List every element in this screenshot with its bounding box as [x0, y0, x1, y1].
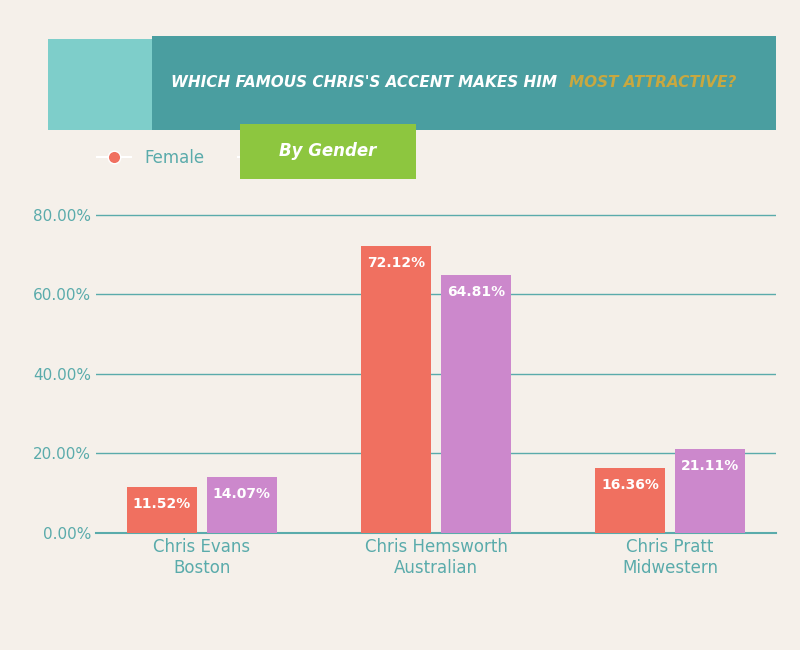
- Legend: Female, Male: Female, Male: [90, 142, 330, 174]
- Text: WHICH FAMOUS CHRIS'S ACCENT MAKES HIM: WHICH FAMOUS CHRIS'S ACCENT MAKES HIM: [170, 75, 562, 90]
- Text: By Gender: By Gender: [279, 142, 377, 160]
- Bar: [675, 449, 745, 533]
- Bar: [595, 468, 666, 533]
- Text: 64.81%: 64.81%: [446, 285, 505, 299]
- Text: 14.07%: 14.07%: [213, 487, 270, 501]
- Text: 21.11%: 21.11%: [681, 459, 739, 473]
- Text: MOST ATTRACTIVE?: MOST ATTRACTIVE?: [569, 75, 736, 90]
- Text: 16.36%: 16.36%: [602, 478, 659, 492]
- Text: 11.52%: 11.52%: [133, 497, 191, 511]
- Bar: [361, 246, 431, 533]
- Bar: [206, 477, 277, 533]
- Bar: [127, 488, 197, 533]
- Bar: [441, 276, 511, 533]
- Text: 72.12%: 72.12%: [367, 256, 426, 270]
